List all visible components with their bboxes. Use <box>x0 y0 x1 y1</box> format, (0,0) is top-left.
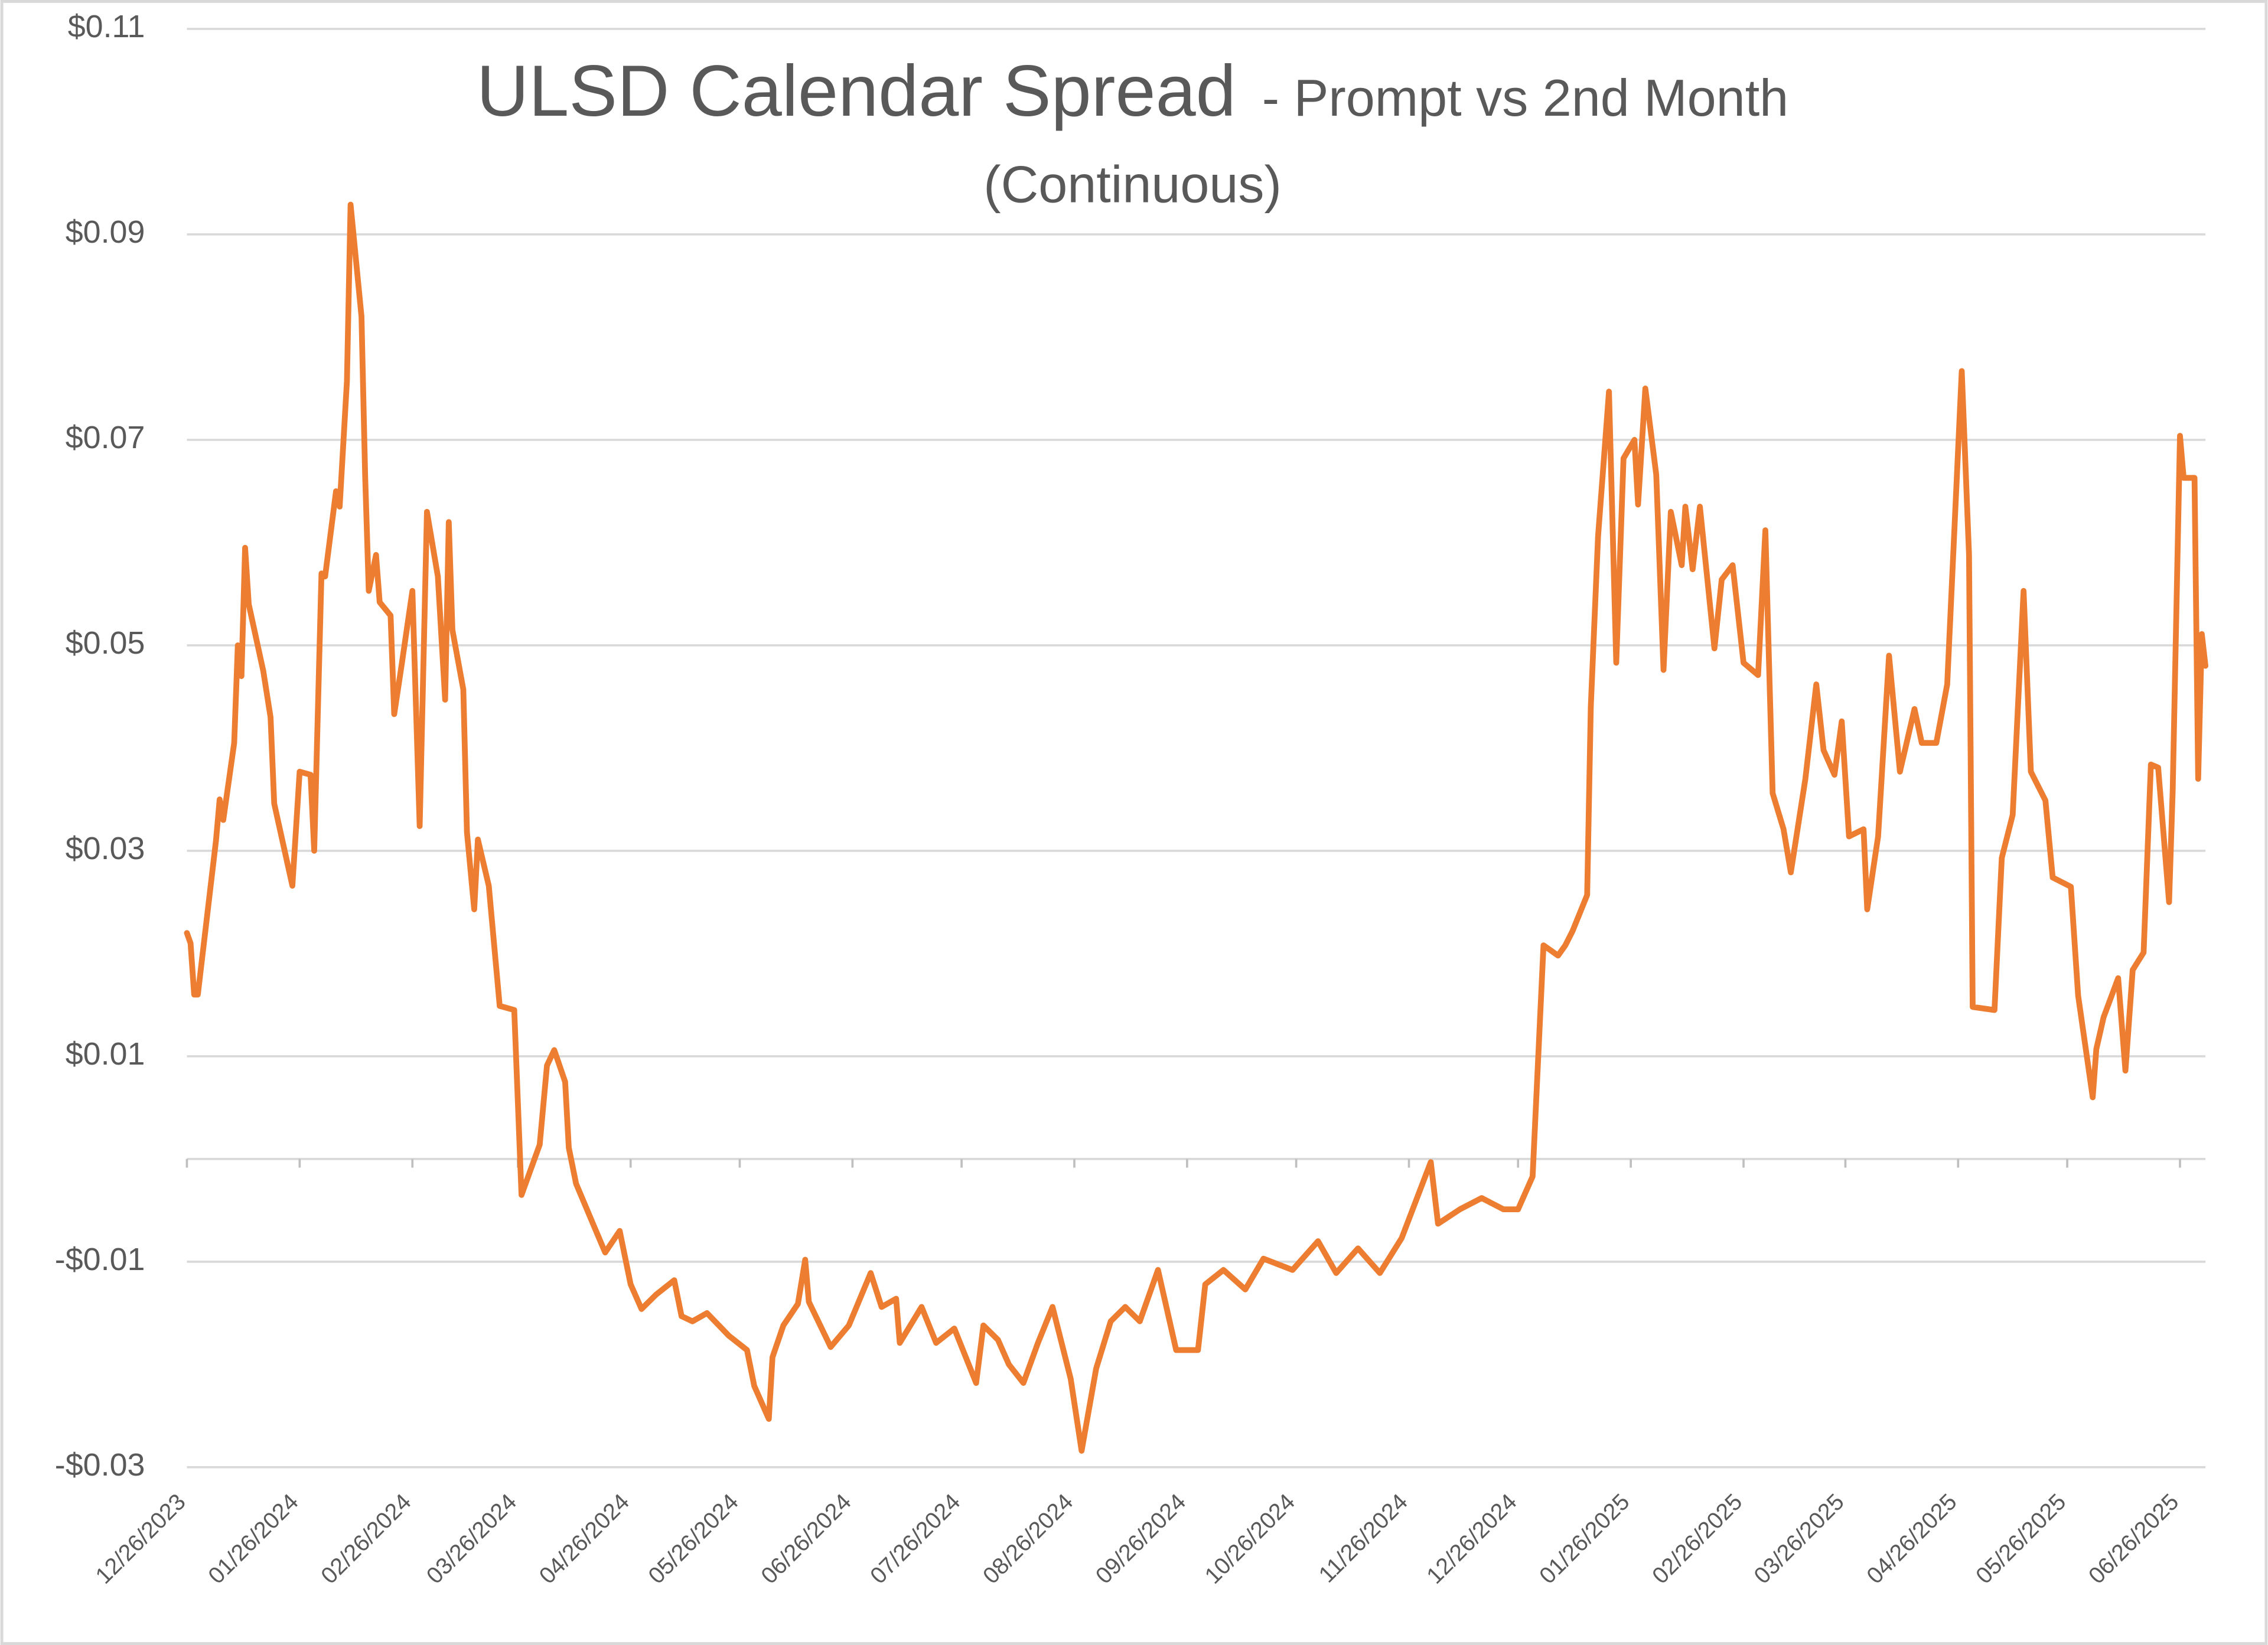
y-tick-label: $0.01 <box>66 1036 145 1072</box>
y-tick-label: -$0.03 <box>55 1447 145 1483</box>
series-line <box>184 201 2208 1454</box>
y-tick-label: $0.07 <box>66 420 145 455</box>
y-tick-label: $0.03 <box>66 831 145 866</box>
y-tick-label: $0.09 <box>66 214 145 250</box>
title: ULSD Calendar Spread <box>477 50 1236 131</box>
y-tick-label: $0.11 <box>68 9 145 44</box>
y-tick-label: -$0.01 <box>55 1242 145 1277</box>
subtitle-2: (Continuous) <box>983 155 1282 214</box>
subtitle: - Prompt vs 2nd Month <box>1262 68 1788 127</box>
chart-title: ULSD Calendar Spread - Prompt vs 2nd Mont… <box>477 50 1788 131</box>
plot <box>184 201 2208 1454</box>
y-tick-label: $0.05 <box>66 625 145 661</box>
grid <box>187 28 2206 1468</box>
